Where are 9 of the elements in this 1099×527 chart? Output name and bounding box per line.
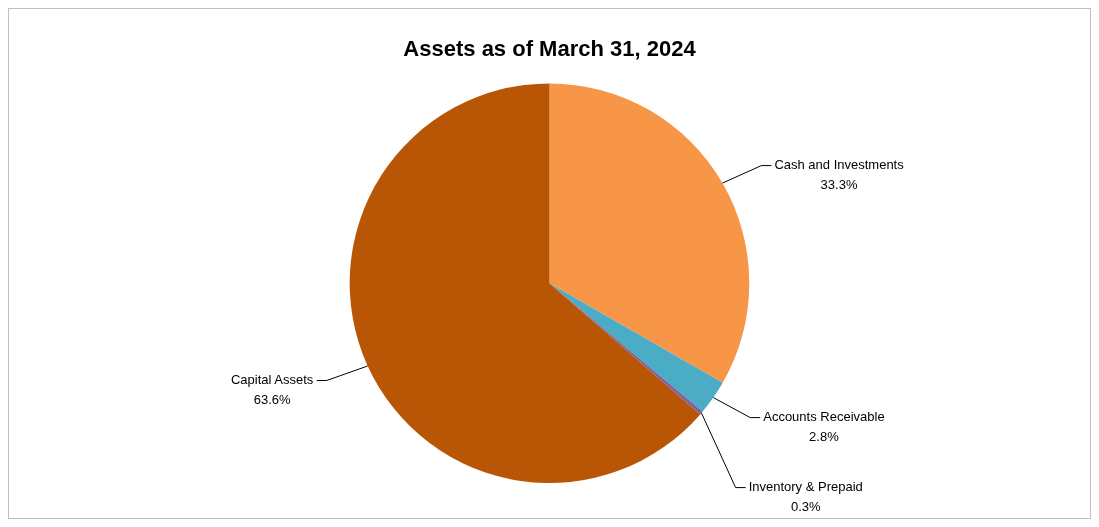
data-label: 33.3%: [820, 177, 858, 193]
chart-title: Assets as of March 31, 2024: [403, 36, 697, 62]
slice-label: Inventory & Prepaid: [748, 479, 863, 495]
slice-label: Accounts Receivable: [763, 409, 885, 425]
data-label: 2.8%: [809, 429, 840, 445]
slice-label: Capital Assets: [230, 372, 314, 388]
data-label: 0.3%: [790, 499, 821, 515]
data-label: 63.6%: [253, 392, 292, 408]
slice-label: Cash and Investments: [774, 157, 905, 173]
